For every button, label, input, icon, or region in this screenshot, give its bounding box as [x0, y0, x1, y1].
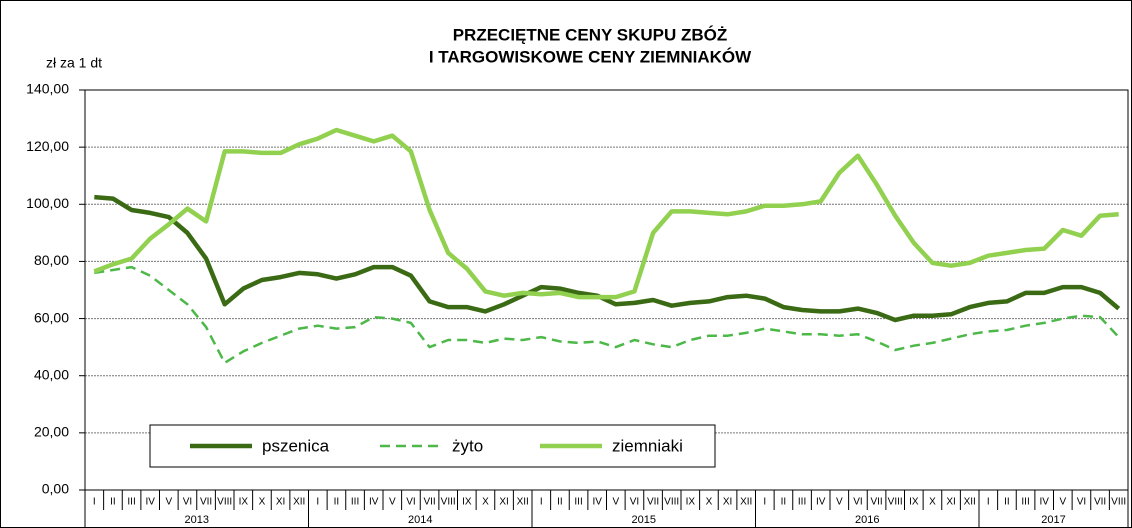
year-label: 2017 [1041, 514, 1065, 526]
y-tick-label: 20,00 [34, 424, 69, 440]
x-tick-label: II [557, 497, 563, 508]
series-line [93, 127, 1119, 300]
x-tick-label: II [110, 497, 116, 508]
x-tick-label: VII [200, 497, 212, 508]
x-tick-label: X [259, 497, 266, 508]
year-label: 2013 [185, 514, 209, 526]
x-tick-label: V [836, 497, 843, 508]
x-tick-label: XII [740, 497, 752, 508]
x-tick-label: III [1021, 497, 1029, 508]
year-label: 2015 [632, 514, 656, 526]
y-tick-label: 60,00 [34, 309, 69, 325]
year-label: 2014 [408, 514, 432, 526]
y-tick-label: 120,00 [26, 138, 69, 154]
x-tick-label: IX [462, 497, 472, 508]
x-tick-label: VIII [217, 497, 232, 508]
series-line [94, 194, 1121, 323]
x-tick-label: IV [1039, 497, 1049, 508]
x-tick-label: III [351, 497, 359, 508]
x-tick-label: XII [293, 497, 305, 508]
x-tick-label: VII [423, 497, 435, 508]
x-tick-label: III [127, 497, 135, 508]
y-tick-label: 40,00 [34, 366, 69, 382]
x-tick-label: IV [816, 497, 826, 508]
x-tick-label: VIII [888, 497, 903, 508]
x-tick-label: VIII [441, 497, 456, 508]
x-tick-label: XI [499, 497, 508, 508]
x-tick-label: IV [145, 497, 155, 508]
x-tick-label: XII [517, 497, 529, 508]
x-tick-label: V [389, 497, 396, 508]
x-tick-label: X [929, 497, 936, 508]
x-tick-label: I [93, 497, 96, 508]
x-tick-label: VI [183, 497, 192, 508]
y-tick-label: 80,00 [34, 252, 69, 268]
x-tick-label: IX [909, 497, 919, 508]
x-tick-label: I [763, 497, 766, 508]
x-tick-label: III [574, 497, 582, 508]
x-tick-label: XI [276, 497, 285, 508]
x-tick-label: XI [946, 497, 955, 508]
x-tick-label: IX [239, 497, 249, 508]
x-tick-label: I [987, 497, 990, 508]
x-tick-label: V [612, 497, 619, 508]
x-tick-label: IV [369, 497, 379, 508]
x-tick-label: VI [1077, 497, 1086, 508]
x-tick-label: II [781, 497, 787, 508]
x-tick-label: VII [647, 497, 659, 508]
y-tick-label: 140,00 [26, 81, 69, 97]
y-axis-label: zł za 1 dt [46, 55, 102, 71]
x-tick-label: VII [1094, 497, 1106, 508]
x-tick-label: IV [592, 497, 602, 508]
x-tick-label: II [1004, 497, 1010, 508]
x-tick-label: VI [406, 497, 415, 508]
x-tick-label: III [798, 497, 806, 508]
x-tick-label: VIII [664, 497, 679, 508]
chart-title: I TARGOWISKOWE CENY ZIEMNIAKÓW [429, 47, 752, 66]
y-tick-label: 100,00 [26, 195, 69, 211]
x-tick-label: V [1059, 497, 1066, 508]
x-tick-label: X [706, 497, 713, 508]
x-tick-label: I [540, 497, 543, 508]
x-tick-label: IX [686, 497, 696, 508]
x-tick-label: I [316, 497, 319, 508]
x-tick-label: II [334, 497, 340, 508]
legend-label: ziemniaki [612, 436, 683, 455]
x-tick-label: X [482, 497, 489, 508]
x-tick-label: VI [853, 497, 862, 508]
legend-label: żyto [452, 436, 483, 455]
x-tick-label: VI [630, 497, 639, 508]
x-tick-label: VIII [1111, 497, 1126, 508]
chart-title: PRZECIĘTNE CENY SKUPU ZBÓŻ [453, 25, 728, 44]
x-tick-label: VII [870, 497, 882, 508]
y-tick-label: 0,00 [42, 481, 69, 497]
x-tick-label: XI [723, 497, 732, 508]
year-label: 2016 [855, 514, 879, 526]
x-tick-label: XII [964, 497, 976, 508]
x-tick-label: V [165, 497, 172, 508]
legend-label: pszenica [262, 436, 330, 455]
series-line [94, 265, 1120, 365]
